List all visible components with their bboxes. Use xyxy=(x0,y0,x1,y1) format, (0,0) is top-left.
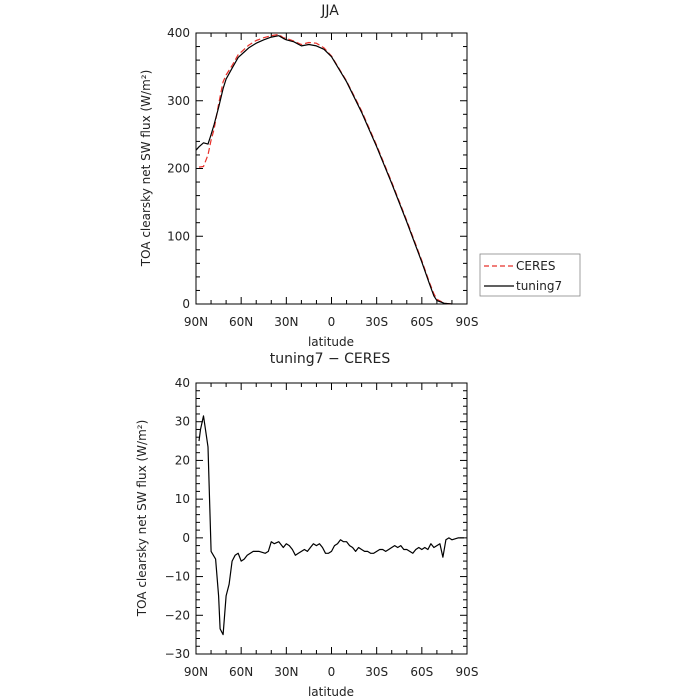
panel-title: tuning7 − CERES xyxy=(270,351,391,367)
y-tick-label: 400 xyxy=(167,26,190,40)
panel-bottom: tuning7 − CERES 90N 60N 30N 0 30S 60S 90S −30 −2… xyxy=(135,351,478,699)
series-layer xyxy=(195,33,452,305)
x-tick-label: 60S xyxy=(410,665,433,679)
series-line-ceres xyxy=(198,33,452,305)
x-tick-label: 0 xyxy=(328,665,336,679)
x-tick-label: 60N xyxy=(229,315,253,329)
y-tick-label: 10 xyxy=(175,492,190,506)
legend-label-ceres: CERES xyxy=(516,259,556,273)
y-axis-label: TOA clearsky net SW flux (W/m²) xyxy=(135,420,149,618)
x-axis-label: latitude xyxy=(308,685,354,699)
y-tick-label: 0 xyxy=(182,531,190,545)
x-tick-label: 30S xyxy=(365,665,388,679)
x-tick-label: 0 xyxy=(328,315,336,329)
y-tick-label: 0 xyxy=(182,297,190,311)
y-tick-label: 200 xyxy=(167,162,190,176)
y-tick-label: −10 xyxy=(165,570,190,584)
x-tick-label: 90S xyxy=(456,665,479,679)
y-axis-label: TOA clearsky net SW flux (W/m²) xyxy=(139,70,153,268)
y-tick-label: 20 xyxy=(175,453,190,467)
series-line-tuning7 xyxy=(195,35,452,305)
x-tick-label: 60S xyxy=(410,315,433,329)
series-layer xyxy=(198,415,464,636)
x-tick-label: 60N xyxy=(229,665,253,679)
y-tick-label: −20 xyxy=(165,608,190,622)
panel-title: JJA xyxy=(320,3,339,19)
x-tick-label: 90N xyxy=(184,665,208,679)
x-tick-label: 30N xyxy=(274,665,298,679)
legend: CERES tuning7 xyxy=(479,253,581,297)
x-tick-label: 90N xyxy=(184,315,208,329)
x-tick-label: 30S xyxy=(365,315,388,329)
y-tick-label: −30 xyxy=(165,647,190,661)
legend-label-tuning7: tuning7 xyxy=(516,279,562,293)
y-tick-label: 40 xyxy=(175,376,190,390)
x-tick-label: 30N xyxy=(274,315,298,329)
y-tick-label: 300 xyxy=(167,94,190,108)
x-tick-label: 90S xyxy=(456,315,479,329)
tick-layer: 90N 60N 30N 0 30S 60S 90S −30 −20 −10 0 10 20 30 40 xyxy=(165,376,479,679)
tick-layer: 90N 60N 30N 0 30S 60S 90S 0 100 200 300 400 xyxy=(167,26,478,329)
plot-frame xyxy=(195,382,468,655)
x-axis-label: latitude xyxy=(308,335,354,349)
y-tick-label: 30 xyxy=(175,415,190,429)
y-tick-label: 100 xyxy=(167,229,190,243)
series-line-difference xyxy=(198,415,464,636)
panel-top: JJA 90N 60N 30N 0 30S 60S 90S 0 100 200 300 400 lat… xyxy=(139,3,581,349)
legend-box xyxy=(479,253,581,297)
plot-frame xyxy=(195,32,468,305)
